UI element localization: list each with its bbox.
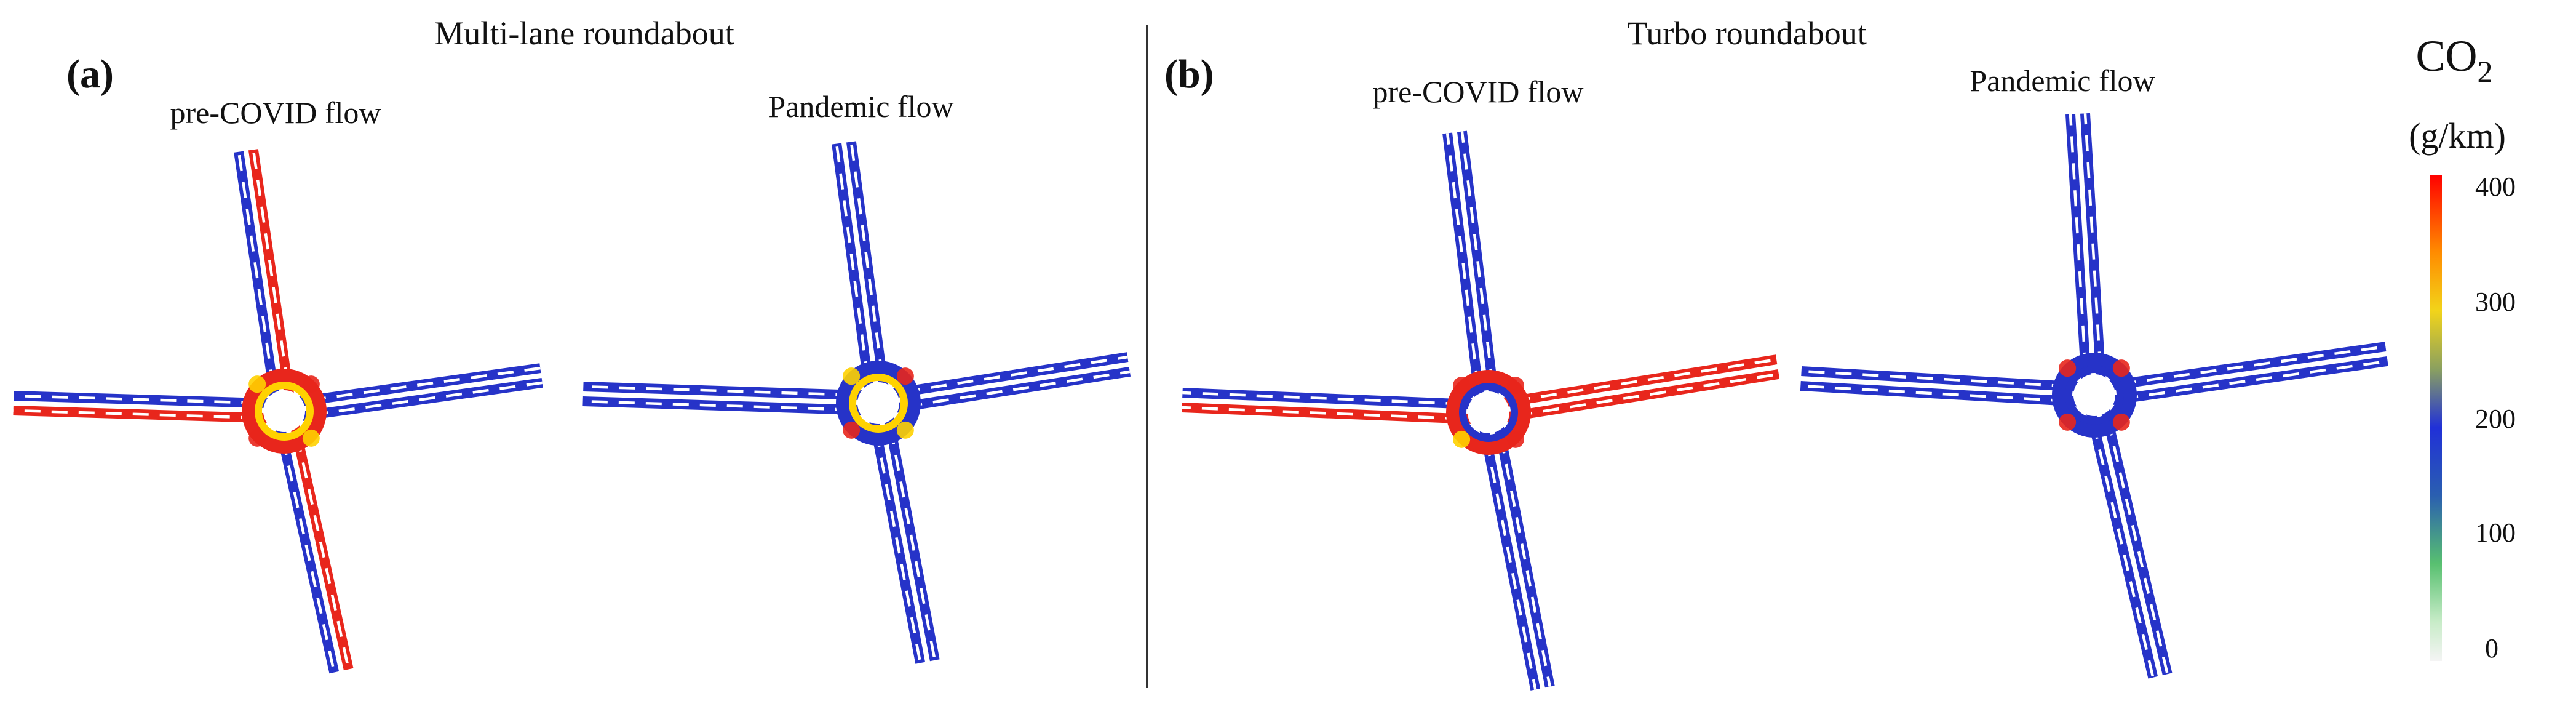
emission-hotspot bbox=[1506, 430, 1524, 448]
road-arm-1-lane-marking bbox=[877, 355, 1128, 398]
colorbar-tick: 100 bbox=[2475, 518, 2516, 548]
panel-b-right-caption: Pandemic flow bbox=[1970, 63, 2155, 98]
road-arm-3-lane-marking bbox=[1182, 391, 1489, 407]
colorbar-gradient bbox=[2430, 175, 2442, 661]
junction-b-pre-covid bbox=[1182, 130, 1780, 691]
road-arm-0-lane-marking bbox=[2083, 113, 2104, 395]
roundabout-ring-inner bbox=[849, 374, 908, 433]
colorbar-tick: 300 bbox=[2475, 287, 2516, 317]
emission-hotspot bbox=[302, 375, 320, 393]
road-arm-0-lane-marking bbox=[835, 143, 873, 404]
road-arm-1-lane-marking bbox=[879, 370, 1131, 412]
road-arm-3-lane-marking bbox=[1182, 406, 1489, 422]
road-arm-3-lane-marking bbox=[13, 409, 284, 420]
road-arm-1-lane-marking bbox=[2095, 359, 2388, 404]
road-arm-2-lane-marking bbox=[290, 409, 350, 670]
roundabout-ring-outer bbox=[836, 361, 921, 446]
road-arm-2-lane-marking bbox=[1494, 411, 1551, 687]
emission-hotspot bbox=[1453, 377, 1471, 395]
colorbar-tick: 200 bbox=[2475, 404, 2516, 434]
panel-a-label: (a) bbox=[66, 52, 114, 97]
road-arm-0-lane-marking bbox=[849, 142, 888, 403]
road-arm-0-lane-marking bbox=[2069, 114, 2089, 396]
roundabout-ring-outer bbox=[2052, 353, 2137, 438]
panel-b-left-caption: pre-COVID flow bbox=[1373, 74, 1584, 109]
emission-hotspot bbox=[843, 367, 861, 385]
panel-b-title: Turbo roundabout bbox=[1627, 15, 1867, 52]
panel-a-title: Multi-lane roundabout bbox=[434, 15, 734, 52]
panel-a-left-caption: pre-COVID flow bbox=[170, 95, 381, 130]
road-arm-2-lane-marking bbox=[884, 401, 936, 661]
panel-b-label: (b) bbox=[1164, 52, 1214, 97]
emission-hotspot bbox=[2059, 413, 2077, 431]
junction-a-pandemic bbox=[582, 141, 1131, 664]
road-arm-1-lane bbox=[284, 377, 543, 423]
emission-hotspot bbox=[248, 429, 266, 447]
emission-hotspot bbox=[302, 429, 320, 447]
emission-hotspot bbox=[896, 367, 914, 385]
junction-a-pre-covid bbox=[13, 149, 543, 674]
roundabout-ring-inner bbox=[1459, 383, 1518, 442]
road-arm-2-lane-marking bbox=[2086, 396, 2155, 678]
emission-hotspot bbox=[843, 421, 861, 439]
colorbar-tick: 0 bbox=[2485, 633, 2498, 663]
road-arm-2-lane-marking bbox=[870, 404, 922, 663]
road-arm-3-lane-marking bbox=[1801, 369, 2095, 390]
roundabout-island bbox=[263, 390, 305, 432]
emission-hotspot bbox=[896, 421, 914, 439]
road-arm-0-lane-marking bbox=[1445, 133, 1483, 414]
road-arm-0-lane-marking bbox=[1460, 131, 1498, 412]
road-arm-2-lane-marking bbox=[1480, 413, 1537, 690]
colorbar-title: CO2 bbox=[2415, 31, 2492, 89]
road-arm-1-lane bbox=[282, 363, 541, 409]
road-arm-2-lane-marking bbox=[2100, 393, 2169, 675]
road-arm-2-lane-marking bbox=[276, 412, 336, 673]
colorbar-unit: (g/km) bbox=[2409, 116, 2506, 156]
roundabout-island bbox=[2073, 374, 2115, 416]
roundabout-ring-outer bbox=[242, 369, 327, 454]
roundabout-ring-inner bbox=[255, 382, 314, 441]
roundabout-island bbox=[857, 382, 899, 424]
emission-hotspot bbox=[2112, 413, 2130, 431]
junction-b-pandemic bbox=[1800, 113, 2388, 679]
road-arm-0-lane-marking bbox=[237, 151, 279, 413]
road-arm-3-lane-marking bbox=[582, 399, 878, 412]
emission-hotspot bbox=[2112, 359, 2130, 377]
colorbar-tick: 400 bbox=[2475, 172, 2516, 202]
emission-hotspot bbox=[1453, 430, 1471, 448]
road-arm-1-lane-marking bbox=[1489, 372, 1779, 422]
road-arm-3-lane bbox=[1182, 402, 1489, 425]
road-arm-3-lane-marking bbox=[1800, 384, 2094, 404]
emission-hotspot bbox=[248, 375, 266, 393]
roundabout-ring-outer bbox=[1446, 370, 1531, 455]
roundabout-ring-inner bbox=[2065, 366, 2124, 425]
emission-hotspot bbox=[1506, 377, 1524, 395]
roundabout-island bbox=[1468, 391, 1509, 433]
emission-hotspot bbox=[2059, 359, 2077, 377]
road-arm-1-lane-marking bbox=[2093, 345, 2386, 390]
road-arm-0-lane-marking bbox=[252, 149, 293, 411]
road-arm-1-lane-marking bbox=[1487, 358, 1777, 407]
road-arm-3-lane-marking bbox=[14, 394, 285, 406]
panel-a-right-caption: Pandemic flow bbox=[768, 89, 953, 124]
road-arm-3-lane-marking bbox=[583, 385, 879, 398]
